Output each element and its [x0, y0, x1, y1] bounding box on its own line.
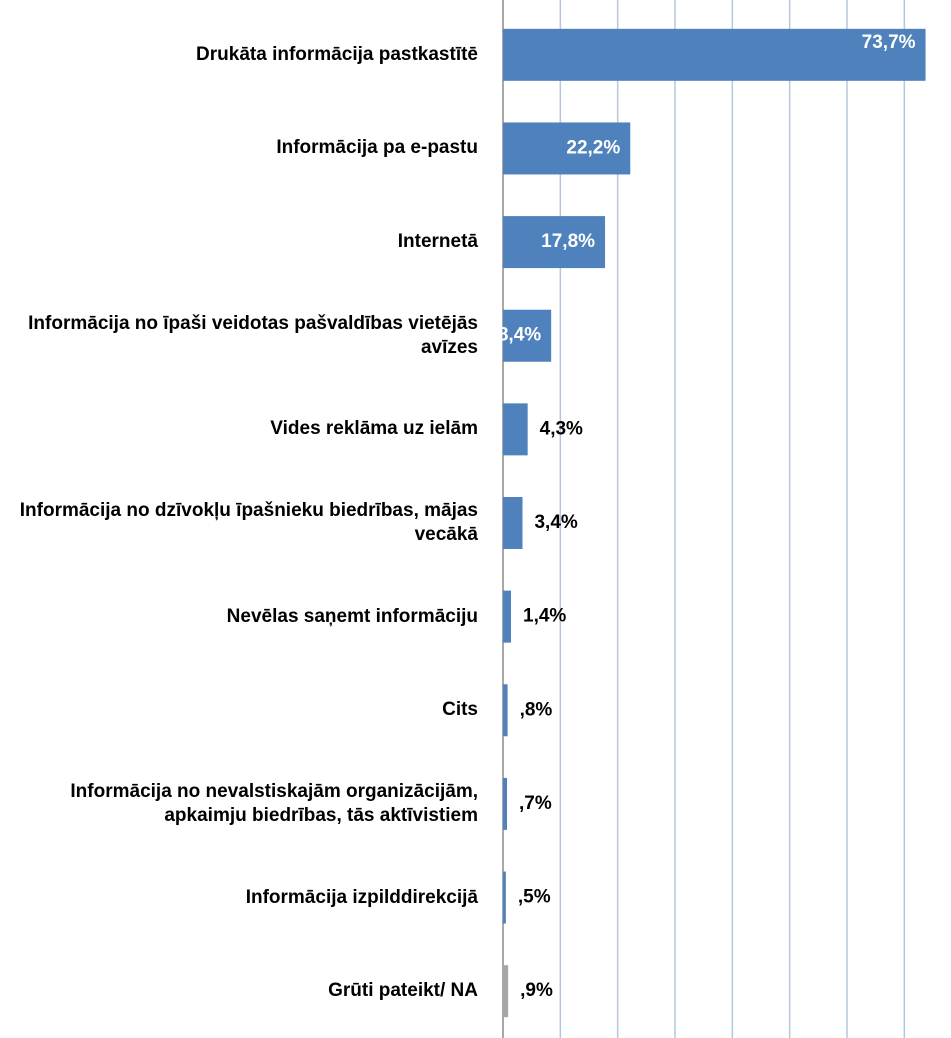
value-label: ,8%: [520, 699, 553, 720]
value-label: 8,4%: [498, 325, 541, 346]
category-label: Informācija izpilddirekcijā: [245, 886, 478, 908]
bar: [503, 403, 528, 456]
value-label: 17,8%: [541, 231, 595, 252]
bar: [503, 590, 512, 643]
bar: [503, 965, 509, 1018]
category-label: Informācija no nevalstiskajām organizāci…: [70, 780, 478, 826]
category-label: Nevēlas saņemt informāciju: [226, 605, 478, 627]
bar: [503, 871, 506, 924]
value-label: ,9%: [520, 980, 553, 1001]
bar: [503, 777, 508, 830]
category-label: Vides reklāma uz ielām: [270, 418, 478, 440]
category-label: Informācija no īpaši veidotas pašvaldība…: [28, 312, 478, 358]
value-label: ,5%: [518, 887, 551, 908]
value-label: ,7%: [519, 793, 552, 814]
category-label: Informācija pa e-pastu: [276, 137, 478, 159]
category-label: Informācija no dzīvokļu īpašnieku biedrī…: [19, 500, 478, 545]
bar: [503, 122, 631, 175]
value-label: 22,2%: [566, 137, 620, 158]
value-label: 1,4%: [523, 606, 566, 627]
category-label: Drukāta informācija pastkastītē: [196, 43, 478, 65]
bar: [503, 216, 606, 269]
category-label: Grūti pateikt/ NA: [328, 980, 478, 1002]
bar: [503, 497, 523, 549]
bar: [503, 309, 552, 362]
bar: [503, 684, 508, 737]
category-label: Internetā: [397, 231, 478, 253]
value-label: 73,7%: [862, 32, 916, 53]
value-label: 3,4%: [534, 512, 577, 533]
value-label: 4,3%: [540, 418, 583, 439]
bar: [503, 28, 926, 81]
category-label: Cits: [442, 699, 478, 721]
